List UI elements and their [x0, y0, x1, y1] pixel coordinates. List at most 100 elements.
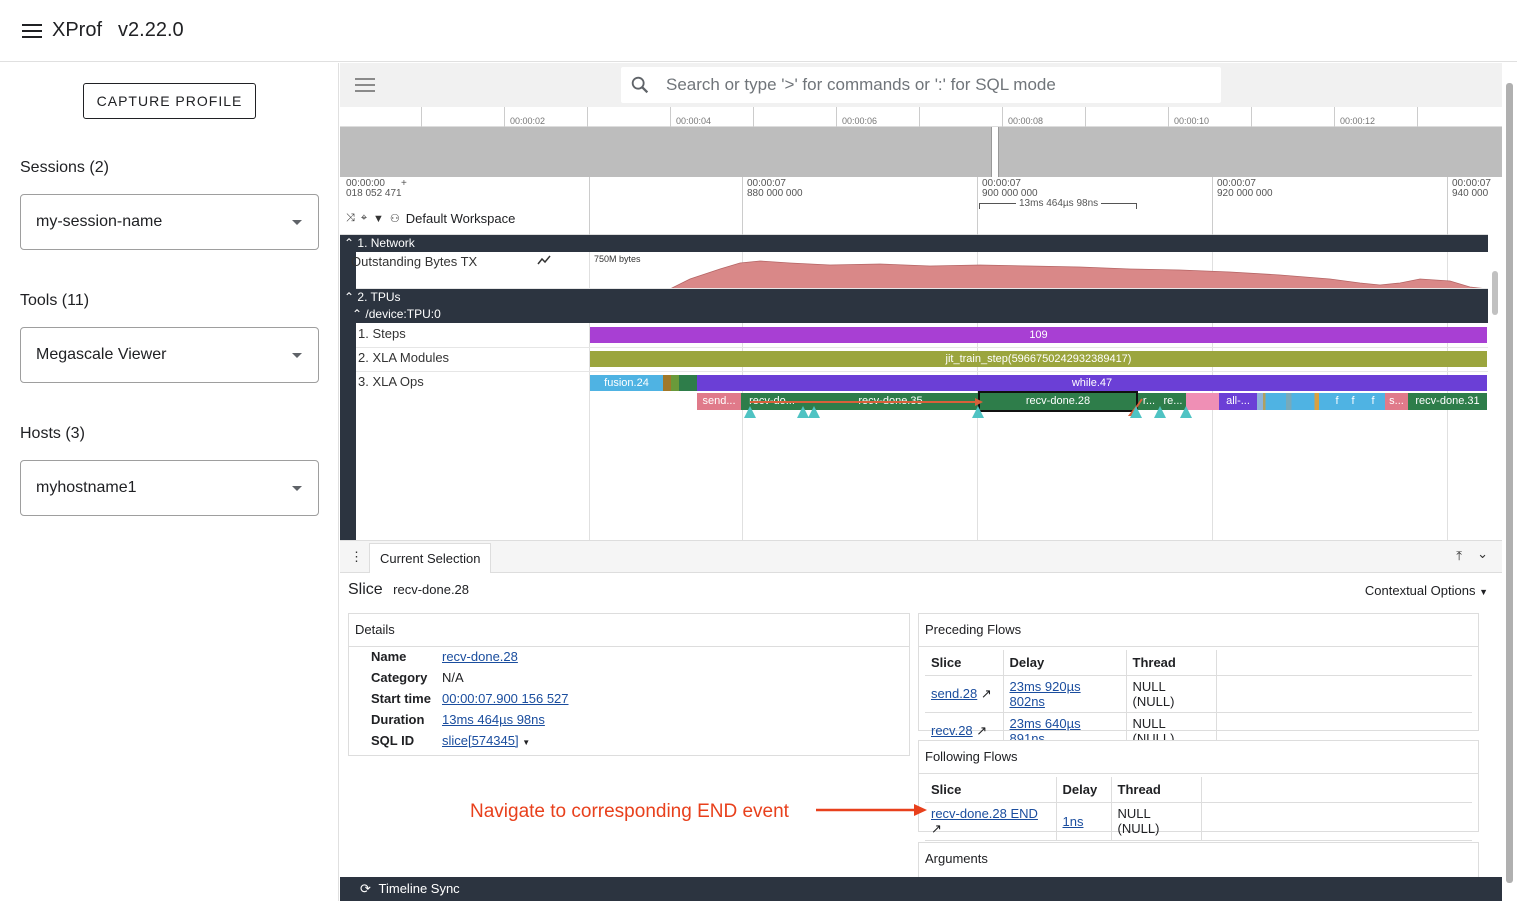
column-header: Delay: [1003, 650, 1127, 676]
flow-slice-link[interactable]: send.28: [931, 685, 978, 701]
tracks-scrollbar[interactable]: [1488, 235, 1502, 540]
group-network[interactable]: ⌃ 1. Network: [340, 235, 1488, 252]
preceding-flows-table: Slice Delay Thread send.28 ↗ 23ms 920µs …: [925, 650, 1472, 750]
tracks-area: ⌃ 1. Network Outstanding Bytes TX 750M b…: [340, 235, 1488, 540]
overview-selection-window[interactable]: [991, 127, 999, 177]
detail-key: Name: [371, 649, 407, 664]
session-select[interactable]: my-session-name: [20, 194, 319, 250]
overview-ruler: 00:00:02 00:00:04 00:00:06 00:00:08 00:0…: [340, 107, 1502, 127]
slice-module[interactable]: jit_train_step(5966750242932389417): [590, 351, 1487, 367]
slice-r[interactable]: r...: [1138, 393, 1160, 410]
unpin-icon[interactable]: ⌖: [360, 212, 368, 224]
external-link-icon[interactable]: ↗: [980, 685, 992, 701]
slice-f[interactable]: f: [1361, 393, 1385, 410]
time-label: 00:00:07: [1452, 178, 1491, 189]
flow-delay-link[interactable]: 1ns: [1062, 813, 1084, 829]
track-ops-label: 3. XLA Ops: [358, 374, 424, 389]
arguments-panel: Arguments: [918, 842, 1479, 882]
group-device[interactable]: ⌃ /device:TPU:0: [340, 306, 1488, 323]
search-box[interactable]: [621, 67, 1221, 103]
slice-f[interactable]: f: [1329, 393, 1345, 410]
external-link-icon[interactable]: ↗: [931, 820, 942, 836]
following-flows-table: Slice Delay Thread recv-done.28 END ↗ 1n…: [925, 777, 1472, 841]
table-row: send.28 ↗ 23ms 920µs 802ns NULL (NULL): [925, 675, 1472, 713]
timeline-sync-label[interactable]: Timeline Sync: [378, 881, 460, 896]
sessions-label: Sessions (2): [20, 159, 109, 176]
chevron-down-icon: ▼: [1479, 587, 1488, 597]
chevron-down-icon[interactable]: ⌄: [1477, 546, 1488, 561]
viewer-menu-icon[interactable]: [355, 78, 375, 92]
slice-header: Slice recv-done.28: [348, 581, 469, 599]
preceding-flows-title: Preceding Flows: [925, 622, 1022, 637]
app-title: XProf: [52, 19, 103, 41]
slice-re[interactable]: re...: [1160, 393, 1186, 410]
time-label: 00:00:07: [747, 178, 786, 189]
detail-key: SQL ID: [371, 733, 415, 748]
annotation-callout: Navigate to corresponding END event: [470, 801, 789, 822]
chart-toggle-icon[interactable]: [537, 255, 551, 265]
host-select[interactable]: myhostname1: [20, 460, 319, 516]
sync-icon[interactable]: ⟳: [360, 881, 371, 896]
session-select-value: my-session-name: [36, 213, 163, 230]
slice-step[interactable]: 109: [590, 327, 1487, 343]
workspace-label[interactable]: Default Workspace: [405, 211, 516, 226]
pin-top-icon[interactable]: ⤒: [1456, 548, 1462, 563]
track-modules-label: 2. XLA Modules: [358, 350, 450, 365]
slice-send[interactable]: send...: [697, 393, 741, 410]
chevron-down-icon: ▼: [522, 738, 531, 747]
slice-op-cluster[interactable]: [1257, 393, 1329, 410]
time-plus: +: [400, 178, 407, 189]
time-label: 900 000 000: [982, 188, 1038, 199]
group-tpus[interactable]: ⌃ 2. TPUs: [340, 289, 1488, 306]
tracks-scrollbar-thumb[interactable]: [1492, 271, 1498, 315]
tool-select[interactable]: Megascale Viewer: [20, 327, 319, 383]
sql-id-link[interactable]: slice[574345]: [442, 733, 519, 748]
collapse-icon[interactable]: ⤨: [346, 212, 355, 224]
detail-name-link[interactable]: recv-done.28: [442, 649, 518, 664]
details-panel: Details Name recv-done.28 Category N/A S…: [348, 613, 910, 756]
detail-sql-id[interactable]: slice[574345] ▼: [442, 733, 530, 748]
slice-pink[interactable]: [1186, 393, 1219, 410]
details-area: ⋮ Current Selection ⤒ ⌄ Slice recv-done.…: [340, 540, 1502, 882]
slice-while[interactable]: while.47: [697, 375, 1487, 391]
slice-fusion[interactable]: fusion.24: [590, 375, 663, 391]
chevron-down-icon: [292, 486, 302, 491]
slice-all[interactable]: all-...: [1219, 393, 1257, 410]
time-label: 880 000 000: [747, 188, 803, 199]
external-link-icon[interactable]: ↗: [976, 722, 988, 738]
flow-slice-link[interactable]: recv-done.28 END: [931, 805, 1038, 821]
overview-band[interactable]: [340, 127, 1502, 177]
more-vert-icon[interactable]: ⋮: [350, 549, 363, 564]
chevron-down-icon: [292, 353, 302, 358]
hamburger-menu-icon[interactable]: [22, 19, 46, 43]
details-title: Details: [355, 622, 395, 637]
detail-start-time-link[interactable]: 00:00:07.900 156 527: [442, 691, 569, 706]
slice-f[interactable]: f: [1345, 393, 1361, 410]
main-scrollbar[interactable]: [1502, 63, 1517, 901]
slice-op-small[interactable]: [679, 375, 697, 391]
slice-op-small[interactable]: [671, 375, 679, 391]
slice-op-small[interactable]: [663, 375, 671, 391]
tab-current-selection[interactable]: Current Selection: [369, 543, 492, 573]
track-outstanding-label: Outstanding Bytes TX: [351, 254, 478, 269]
slice-s[interactable]: s...: [1385, 393, 1408, 410]
tracks-gutter: [340, 235, 356, 540]
main-scrollbar-thumb[interactable]: [1506, 83, 1513, 883]
search-input[interactable]: [666, 75, 1206, 95]
following-flows-panel: Following Flows Slice Delay Thread recv-…: [918, 740, 1479, 841]
time-header: 00:00:00 +018 052 471 00:00:07 880 000 000…: [340, 177, 1491, 235]
capture-profile-button[interactable]: CAPTURE PROFILE: [83, 83, 256, 119]
contextual-options-button[interactable]: Contextual Options ▼: [1365, 583, 1488, 598]
time-label: 00:00:07: [982, 178, 1021, 189]
column-header: Slice: [925, 777, 1057, 803]
status-bar: ⟳ Timeline Sync: [340, 877, 1502, 901]
filter-icon[interactable]: ▼: [373, 212, 384, 225]
detail-duration-link[interactable]: 13ms 464µs 98ns: [442, 712, 545, 727]
flow-slice-link[interactable]: recv.28: [931, 722, 973, 738]
flow-delay-link[interactable]: 23ms 920µs 802ns: [1009, 678, 1081, 709]
slice-recv-done-28-selected[interactable]: recv-done.28: [978, 391, 1138, 412]
slice-header-name: recv-done.28: [393, 582, 470, 597]
slice-recv-done-31[interactable]: recv-done.31: [1408, 393, 1487, 410]
time-label: 00:00:07: [1217, 178, 1256, 189]
overview-tick: 00:00:12: [1340, 116, 1376, 126]
